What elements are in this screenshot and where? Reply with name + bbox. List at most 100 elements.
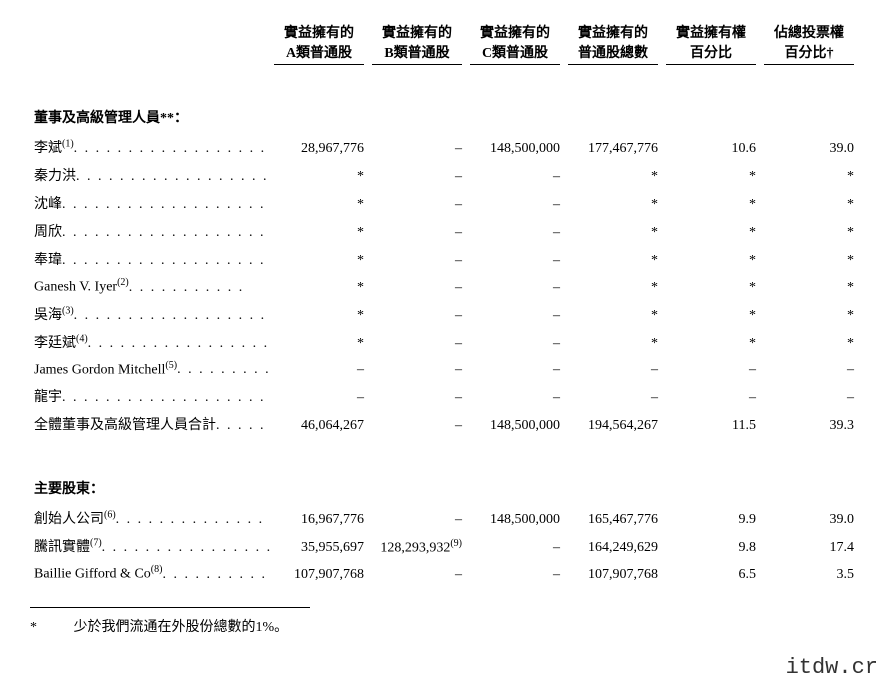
cell: –	[564, 382, 662, 410]
table-row: 沈峰 . . . . . . . . . . . . . . . . . . .…	[30, 189, 858, 217]
table-row: 秦力洪 . . . . . . . . . . . . . . . . . . …	[30, 161, 858, 189]
cell: *	[564, 273, 662, 300]
cell: –	[466, 217, 564, 245]
cell: *	[564, 300, 662, 328]
cell: 164,249,629	[564, 532, 662, 560]
cell: 10.6	[662, 133, 760, 161]
table-row: 騰訊實體(7) . . . . . . . . . . . . . . . . …	[30, 532, 858, 560]
cell: –	[760, 382, 858, 410]
cell: –	[368, 273, 466, 300]
cell: 39.0	[760, 133, 858, 161]
table-row: 吳海(3) . . . . . . . . . . . . . . . . . …	[30, 300, 858, 328]
col-header-2: 實益擁有的B類普通股	[368, 20, 466, 67]
table-row: Ganesh V. Iyer(2) . . . . . . . . . . .*…	[30, 273, 858, 300]
cell: *	[662, 273, 760, 300]
cell: –	[564, 356, 662, 383]
cell: 107,907,768	[564, 560, 662, 587]
cell: *	[662, 217, 760, 245]
cell: –	[466, 560, 564, 587]
row-label: 龍宇 . . . . . . . . . . . . . . . . . . .…	[30, 382, 270, 410]
section-directors-title: 董事及高級管理人員**：	[30, 89, 858, 133]
cell: 17.4	[760, 532, 858, 560]
cell: –	[368, 161, 466, 189]
cell: *	[760, 245, 858, 273]
table-row: 周欣 . . . . . . . . . . . . . . . . . . .…	[30, 217, 858, 245]
cell: *	[270, 189, 368, 217]
cell: 28,967,776	[270, 133, 368, 161]
cell: 46,064,267	[270, 410, 368, 438]
cell: *	[760, 273, 858, 300]
row-label: 周欣 . . . . . . . . . . . . . . . . . . .…	[30, 217, 270, 245]
row-label: 騰訊實體(7) . . . . . . . . . . . . . . . . …	[30, 532, 270, 560]
table-row: James Gordon Mitchell(5) . . . . . . . .…	[30, 356, 858, 383]
cell: *	[270, 245, 368, 273]
cell: –	[662, 382, 760, 410]
cell: 165,467,776	[564, 504, 662, 532]
cell: *	[564, 245, 662, 273]
table-row: 全體董事及高級管理人員合計 . . . . . . . . . . .46,06…	[30, 410, 858, 438]
cell: –	[270, 382, 368, 410]
col-header-4: 實益擁有的普通股總數	[564, 20, 662, 67]
cell: 177,467,776	[564, 133, 662, 161]
watermark: itdw.cr	[786, 655, 878, 680]
cell: –	[368, 410, 466, 438]
cell: –	[368, 189, 466, 217]
cell: *	[270, 300, 368, 328]
row-label: Ganesh V. Iyer(2) . . . . . . . . . . .	[30, 273, 270, 300]
cell: *	[270, 161, 368, 189]
cell: –	[466, 273, 564, 300]
cell: *	[662, 300, 760, 328]
cell: 35,955,697	[270, 532, 368, 560]
col-header-5: 實益擁有權百分比	[662, 20, 760, 67]
cell: –	[466, 382, 564, 410]
cell: 16,967,776	[270, 504, 368, 532]
col-header-6: 佔總投票權百分比†	[760, 20, 858, 67]
table-row: Baillie Gifford & Co(8) . . . . . . . . …	[30, 560, 858, 587]
cell: –	[466, 356, 564, 383]
row-label: 全體董事及高級管理人員合計 . . . . . . . . . . .	[30, 410, 270, 438]
row-label: James Gordon Mitchell(5) . . . . . . . .…	[30, 356, 270, 383]
cell: 6.5	[662, 560, 760, 587]
cell: 148,500,000	[466, 410, 564, 438]
cell: 194,564,267	[564, 410, 662, 438]
cell: –	[466, 161, 564, 189]
cell: –	[368, 328, 466, 356]
footnote-body: 少於我們流通在外股份總數的1%。	[74, 620, 289, 635]
cell: *	[662, 245, 760, 273]
cell: *	[270, 217, 368, 245]
cell: 3.5	[760, 560, 858, 587]
row-label: 李斌(1) . . . . . . . . . . . . . . . . . …	[30, 133, 270, 161]
cell: 148,500,000	[466, 133, 564, 161]
cell: –	[466, 300, 564, 328]
cell: *	[760, 217, 858, 245]
cell: *	[270, 328, 368, 356]
cell: *	[564, 161, 662, 189]
cell: –	[368, 133, 466, 161]
footnote-marker: *	[30, 620, 70, 636]
row-label: Baillie Gifford & Co(8) . . . . . . . . …	[30, 560, 270, 587]
cell: –	[466, 328, 564, 356]
cell: –	[368, 504, 466, 532]
cell: *	[760, 328, 858, 356]
cell: –	[662, 356, 760, 383]
cell: –	[368, 382, 466, 410]
cell: *	[760, 300, 858, 328]
cell: *	[564, 189, 662, 217]
cell: –	[270, 356, 368, 383]
cell: *	[662, 328, 760, 356]
cell: 11.5	[662, 410, 760, 438]
col-header-3: 實益擁有的C類普通股	[466, 20, 564, 67]
cell: –	[760, 356, 858, 383]
row-label: 秦力洪 . . . . . . . . . . . . . . . . . . …	[30, 161, 270, 189]
cell: 39.3	[760, 410, 858, 438]
table-row: 龍宇 . . . . . . . . . . . . . . . . . . .…	[30, 382, 858, 410]
cell: *	[270, 273, 368, 300]
footnote-rule	[30, 607, 310, 608]
cell: *	[662, 189, 760, 217]
cell: 9.8	[662, 532, 760, 560]
section-shareholders-title: 主要股東：	[30, 460, 858, 504]
table-row: 創始人公司(6) . . . . . . . . . . . . . . . .…	[30, 504, 858, 532]
col-header-1: 實益擁有的A類普通股	[270, 20, 368, 67]
cell: –	[466, 532, 564, 560]
cell: –	[368, 356, 466, 383]
